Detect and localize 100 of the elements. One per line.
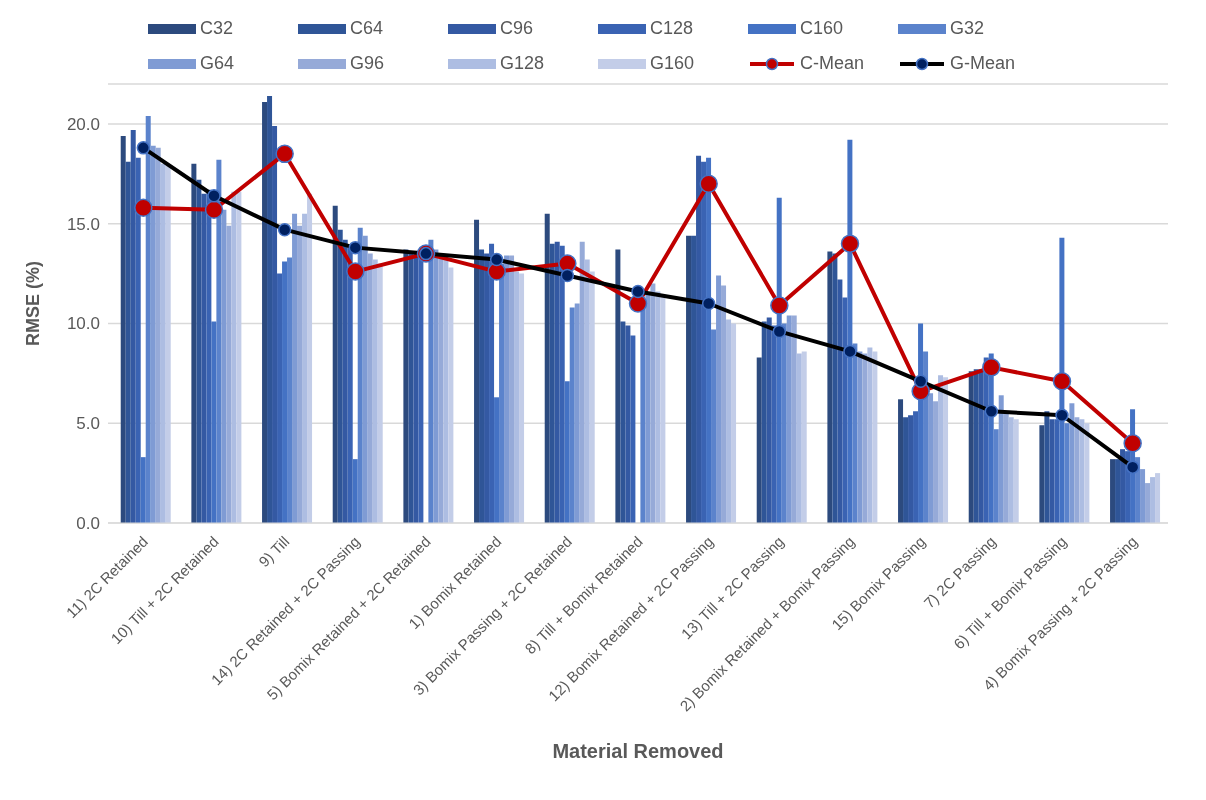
bar	[292, 213, 298, 523]
bar	[287, 257, 293, 523]
bar	[226, 225, 232, 523]
bar	[786, 315, 792, 523]
bar	[933, 401, 939, 523]
bar	[584, 259, 590, 523]
bar	[352, 459, 358, 523]
bar	[216, 159, 222, 523]
bar	[140, 457, 146, 523]
bar	[711, 329, 717, 523]
legend-label: C160	[800, 18, 844, 39]
y-tick-label: 0.0	[76, 514, 100, 534]
bar	[791, 315, 797, 523]
bar	[362, 235, 368, 523]
point	[982, 358, 1001, 377]
point	[275, 144, 294, 164]
legend-label: G96	[350, 53, 385, 74]
bar	[509, 255, 515, 523]
bar	[1155, 473, 1161, 523]
bar	[726, 319, 732, 523]
legend-label: G32	[950, 18, 985, 39]
bar	[1008, 417, 1014, 523]
bar	[771, 325, 777, 523]
bar	[1054, 419, 1060, 523]
bar	[357, 227, 363, 523]
point	[840, 234, 860, 253]
y-axis-title: RMSE (%)	[23, 261, 44, 346]
bar	[867, 347, 873, 523]
bar	[1079, 419, 1085, 523]
bar	[499, 263, 505, 523]
bar	[832, 253, 838, 523]
point	[134, 198, 153, 217]
point	[1052, 372, 1072, 391]
bar	[852, 343, 858, 523]
bar	[428, 239, 434, 523]
bar	[781, 323, 787, 523]
bar	[862, 353, 868, 523]
bar	[1064, 423, 1070, 523]
bar	[231, 191, 237, 523]
bar	[903, 417, 909, 523]
bar	[615, 249, 621, 523]
x-axis-title: Material Removed	[552, 740, 724, 762]
bar	[1145, 483, 1151, 523]
bar	[801, 351, 807, 523]
bar	[277, 273, 283, 523]
y-tick-label: 20.0	[66, 114, 100, 134]
bar	[479, 249, 485, 523]
bar	[1110, 459, 1116, 523]
bar	[474, 219, 480, 523]
bar	[731, 323, 737, 523]
bar	[968, 371, 974, 523]
point	[699, 174, 718, 194]
bar	[544, 213, 550, 523]
bar	[433, 249, 439, 523]
bar	[645, 293, 651, 523]
bar	[347, 245, 353, 523]
bar	[1084, 423, 1090, 523]
bar	[721, 285, 727, 523]
bar	[165, 165, 171, 523]
bar	[928, 393, 934, 523]
bar	[872, 351, 878, 523]
legend-label: C128	[650, 18, 694, 39]
bar	[554, 241, 560, 523]
y-tick-label: 10.0	[66, 314, 100, 334]
point	[770, 296, 789, 315]
bar	[827, 251, 833, 523]
bar	[993, 429, 999, 523]
bar	[519, 273, 525, 523]
bar	[155, 147, 161, 523]
legend-label: C32	[200, 18, 234, 39]
bar	[494, 397, 500, 523]
bar	[297, 225, 303, 523]
legend-label: G160	[650, 53, 695, 74]
bar	[150, 145, 156, 523]
bar	[766, 317, 772, 523]
bar	[701, 161, 707, 523]
bar	[943, 377, 949, 523]
bar	[579, 241, 585, 523]
bar	[504, 255, 510, 523]
x-tick-label: 9) Till	[255, 532, 293, 571]
legend-label: G64	[200, 53, 235, 74]
y-tick-label: 15.0	[66, 214, 100, 234]
bar	[267, 95, 273, 523]
bar	[1069, 403, 1075, 523]
bar	[160, 163, 166, 523]
bar	[443, 259, 449, 523]
bar	[307, 193, 313, 523]
bar	[589, 271, 595, 523]
bar	[660, 295, 666, 523]
bar	[574, 303, 580, 523]
bar	[913, 411, 919, 523]
point	[204, 200, 224, 219]
bar	[620, 321, 626, 523]
bar	[302, 213, 308, 523]
bar	[130, 129, 136, 523]
legend-label: G-Mean	[950, 53, 1016, 74]
bar	[1074, 417, 1080, 523]
bar	[1013, 419, 1019, 523]
bar	[756, 357, 762, 523]
bar	[221, 209, 227, 523]
